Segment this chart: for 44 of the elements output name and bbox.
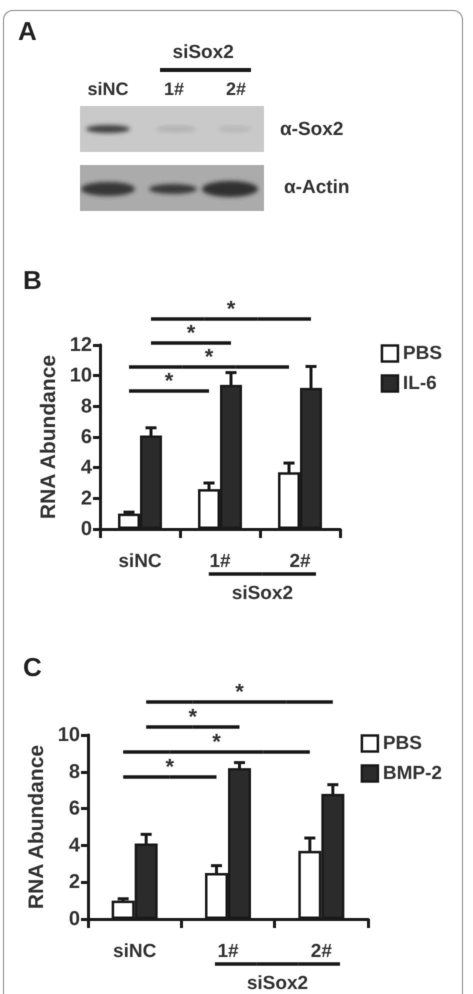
x-tick-label: 2# <box>289 551 311 572</box>
y-tick-label: 10 <box>58 724 80 746</box>
y-tick-label: 0 <box>80 518 92 540</box>
legend-label: IL-6 <box>402 373 437 394</box>
legend-label: PBS <box>402 343 442 364</box>
text: * <box>188 704 198 729</box>
text: * <box>235 679 244 704</box>
text: α-Actin <box>284 177 350 198</box>
text: α-Sox2 <box>280 119 344 140</box>
y-tick-label: 2 <box>80 487 92 510</box>
y-tick-label: 2 <box>68 871 80 894</box>
x-tick-label: 2# <box>310 941 332 962</box>
text: siSox2 <box>232 583 294 604</box>
text: siSox2 <box>246 973 308 994</box>
legend-label: BMP-2 <box>382 763 442 784</box>
text: * <box>226 296 236 321</box>
y-axis-title: RNA Abundance <box>36 354 60 520</box>
x-tick-label: 1# <box>217 941 239 962</box>
chart-title: B <box>23 265 42 295</box>
y-tick-label: 6 <box>68 798 80 820</box>
y-tick-label: 8 <box>68 760 80 783</box>
chart-title: C <box>23 652 42 682</box>
y-tick-label: 6 <box>80 426 92 448</box>
annotation: * <box>212 729 222 754</box>
text: siNC <box>88 79 129 99</box>
annotation: * <box>166 754 175 779</box>
legend-label: PBS <box>382 733 422 754</box>
x-tick-label: 1# <box>209 551 231 572</box>
y-axis-title: RNA Abundance <box>24 744 48 910</box>
text: siSox2 <box>172 42 234 63</box>
text: 1# <box>164 79 184 99</box>
y-tick-label: 0 <box>68 908 80 930</box>
y-tick-label: 10 <box>70 364 92 387</box>
y-tick-label: 8 <box>80 395 92 418</box>
y-tick-label: 4 <box>80 456 93 479</box>
x-tick-label: siNC <box>113 941 157 962</box>
text: * <box>186 320 196 345</box>
annotation: * <box>164 368 174 393</box>
text: A <box>18 16 37 46</box>
text: 2# <box>226 79 246 99</box>
x-tick-label: siNC <box>118 551 162 572</box>
y-tick-label: 4 <box>68 834 81 856</box>
annotation: * <box>204 344 214 369</box>
y-tick-label: 12 <box>70 334 92 356</box>
